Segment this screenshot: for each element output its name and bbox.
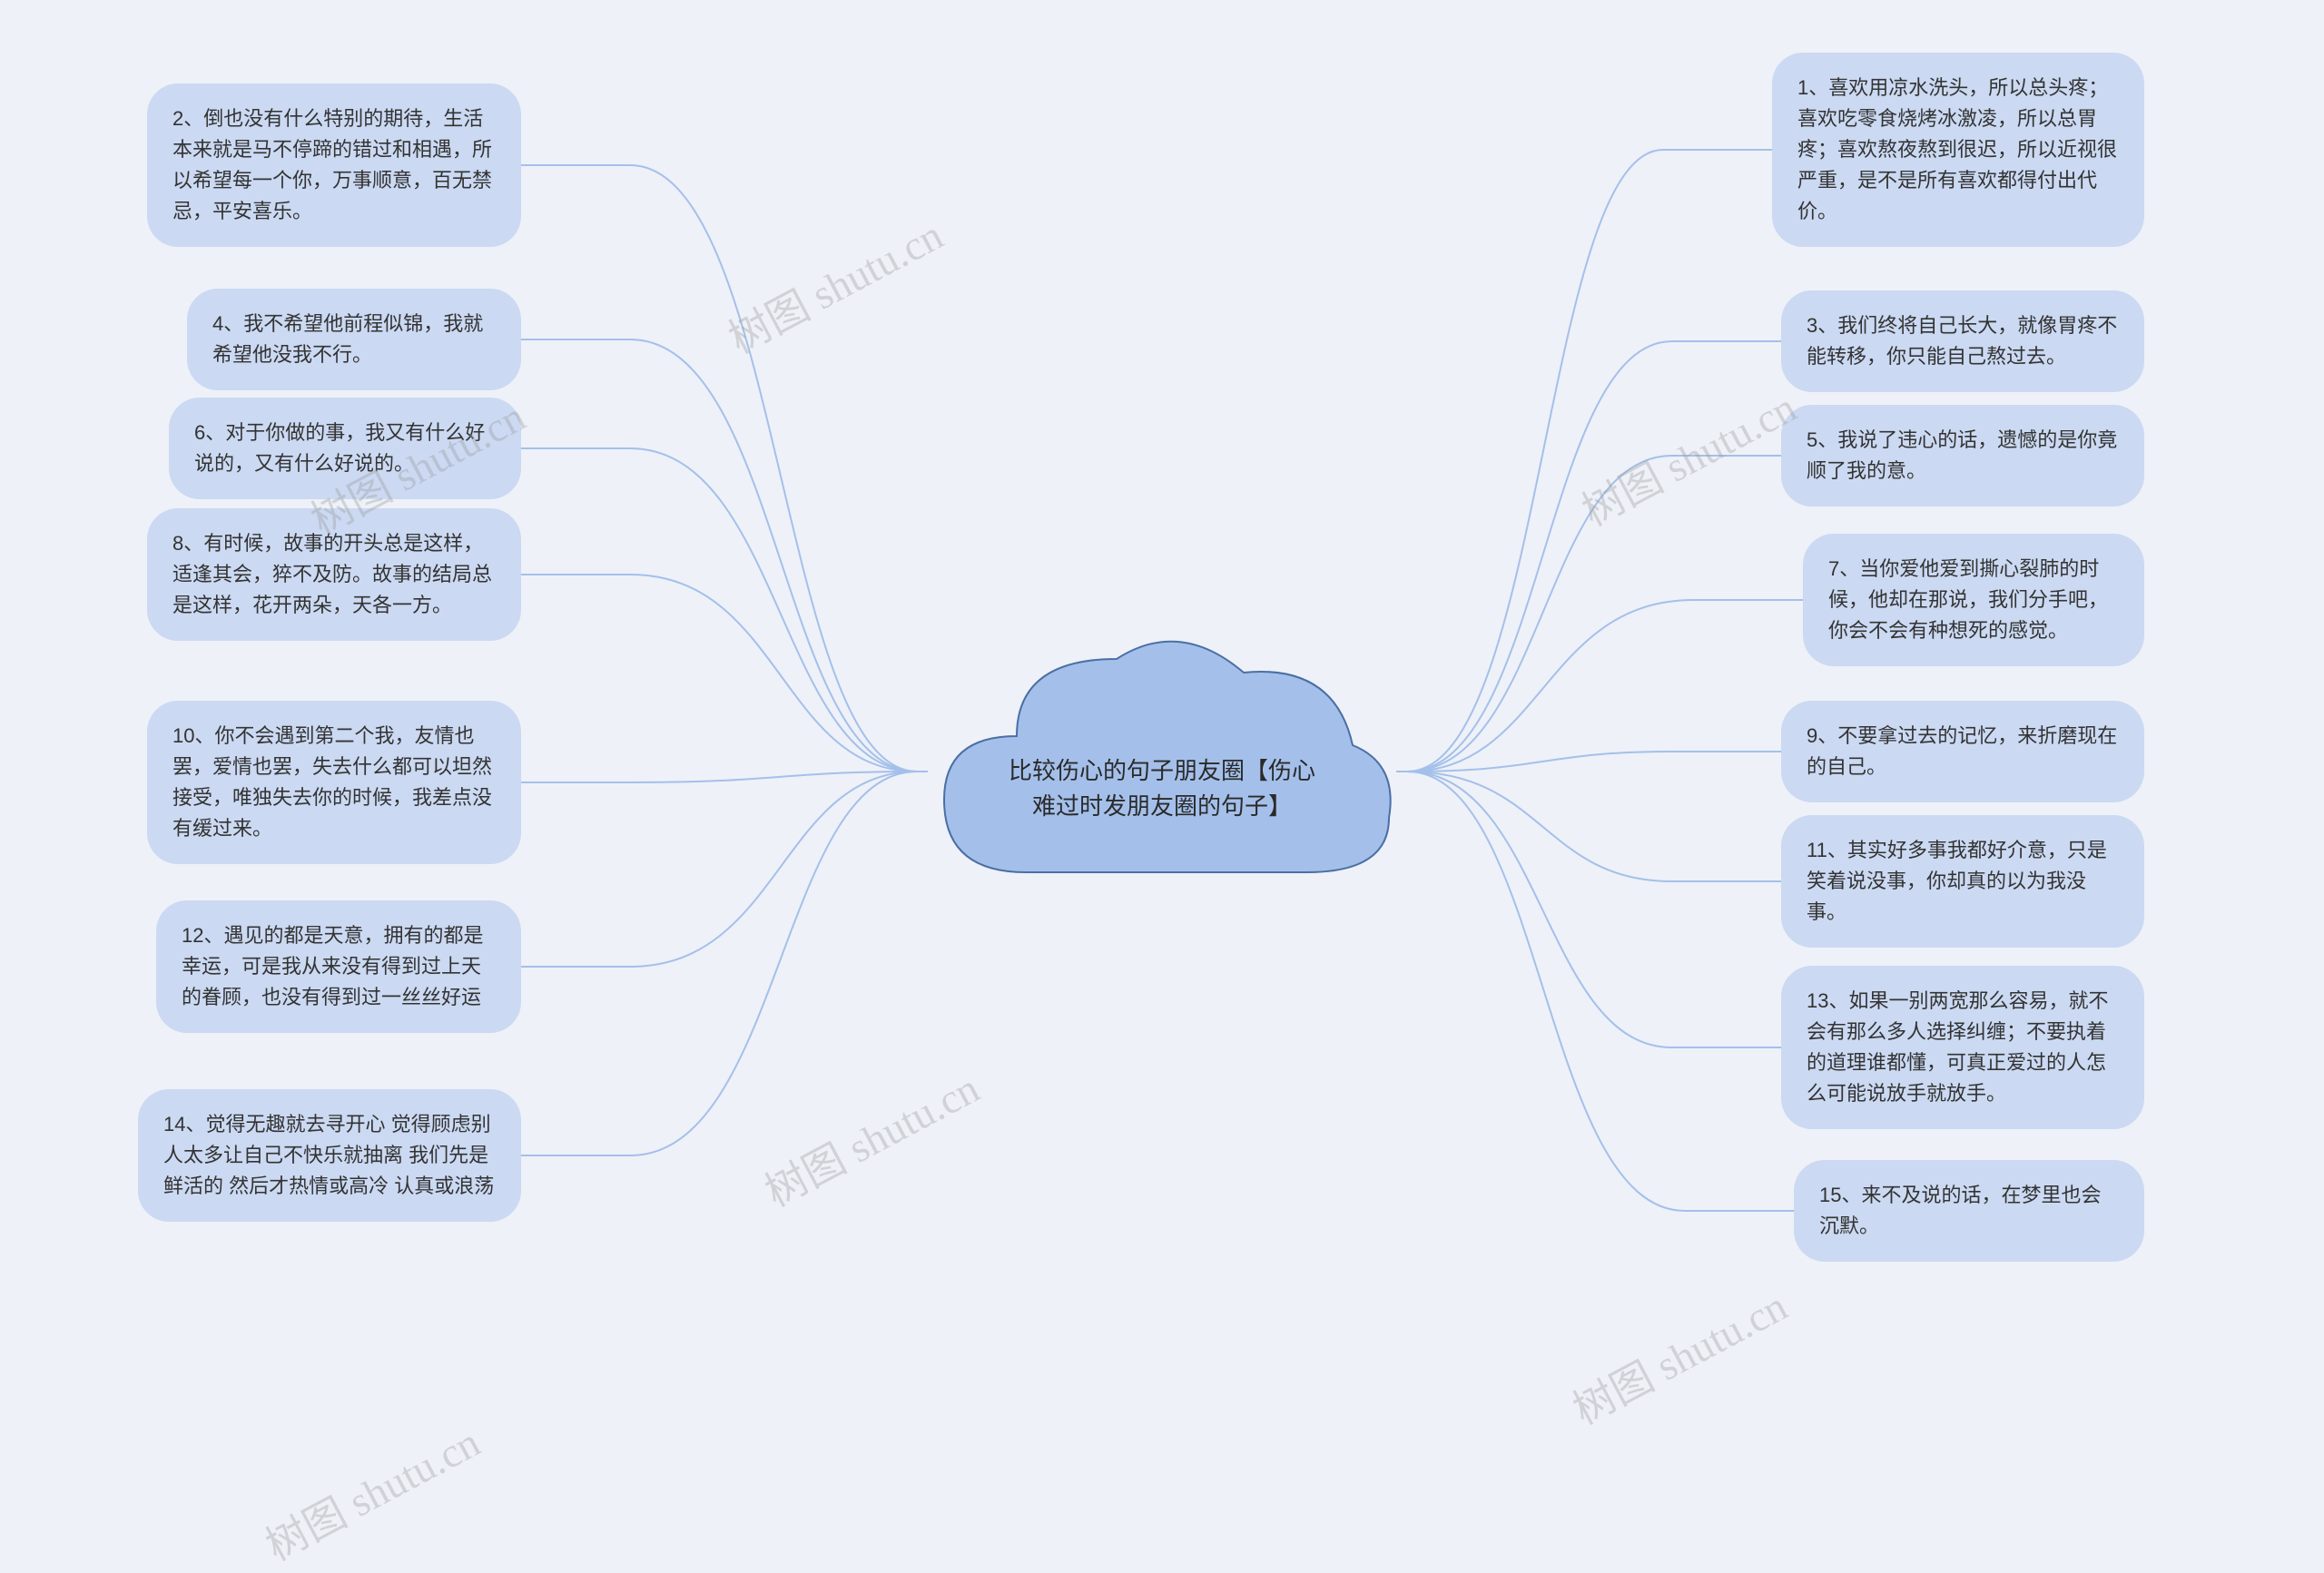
mindmap-node-r4: 9、不要拿过去的记忆，来折磨现在的自己。 [1781,701,2144,802]
mindmap-node-l6: 14、觉得无趣就去寻开心 觉得顾虑别人太多让自己不快乐就抽离 我们先是鲜活的 然… [138,1089,521,1222]
watermark: 树图 shutu.cn [717,202,952,365]
watermark: 树图 shutu.cn [1571,375,1806,537]
center-title: 比较伤心的句子朋友圈【伤心难过时发朋友圈的句子】 [1008,753,1316,824]
mindmap-node-r1: 3、我们终将自己长大，就像胃疼不能转移，你只能自己熬过去。 [1781,290,2144,392]
mindmap-node-r3: 7、当你爱他爱到撕心裂肺的时候，他却在那说，我们分手吧，你会不会有种想死的感觉。 [1803,534,2144,666]
mindmap-node-l0: 2、倒也没有什么特别的期待，生活本来就是马不停蹄的错过和相遇，所以希望每一个你，… [147,84,521,247]
watermark: 树图 shutu.cn [1561,1273,1797,1436]
mindmap-node-l1: 4、我不希望他前程似锦，我就希望他没我不行。 [187,289,521,390]
mindmap-node-r0: 1、喜欢用凉水洗头，所以总头疼；喜欢吃零食烧烤冰激凌，所以总胃疼；喜欢熬夜熬到很… [1772,53,2144,247]
mindmap-node-r6: 13、如果一别两宽那么容易，就不会有那么多人选择纠缠；不要执着的道理谁都懂，可真… [1781,966,2144,1129]
mindmap-node-l3: 8、有时候，故事的开头总是这样，适逢其会，猝不及防。故事的结局总是这样，花开两朵… [147,508,521,641]
mindmap-node-l4: 10、你不会遇到第二个我，友情也罢，爱情也罢，失去什么都可以坦然接受，唯独失去你… [147,701,521,864]
mindmap-node-r5: 11、其实好多事我都好介意，只是笑着说没事，你却真的以为我没事。 [1781,815,2144,948]
mindmap-node-l5: 12、遇见的都是天意，拥有的都是幸运，可是我从来没有得到过上天的眷顾，也没有得到… [156,900,521,1033]
mindmap-node-r7: 15、来不及说的话，在梦里也会沉默。 [1794,1160,2144,1262]
watermark: 树图 shutu.cn [753,1056,989,1218]
center-node: 比较伤心的句子朋友圈【伤心难过时发朋友圈的句子】 [926,609,1398,936]
mindmap-node-r2: 5、我说了违心的话，遗憾的是你竟顺了我的意。 [1781,405,2144,506]
watermark: 树图 shutu.cn [254,1410,489,1572]
mindmap-node-l2: 6、对于你做的事，我又有什么好说的，又有什么好说的。 [169,398,521,499]
